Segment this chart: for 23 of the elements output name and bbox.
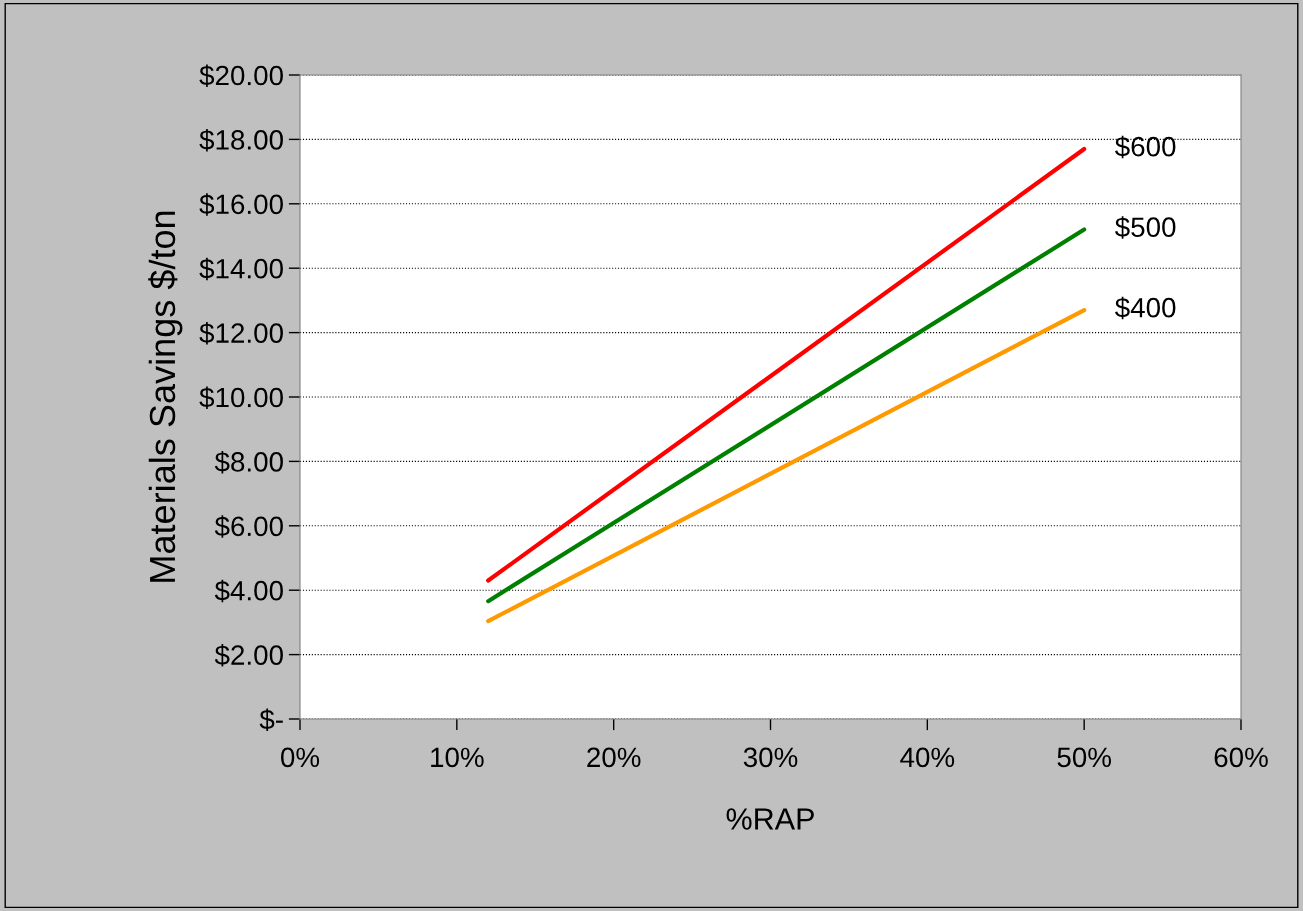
x-tick-label: 30% <box>743 747 798 768</box>
y-tick-label: $20.00 <box>199 64 283 87</box>
series-label: $600 <box>1115 135 1176 159</box>
series-label: $500 <box>1115 216 1176 239</box>
x-tick-label: 50% <box>1057 747 1111 768</box>
y-tick-label: $10.00 <box>199 386 283 409</box>
series-label: $400 <box>1115 296 1176 320</box>
x-tick-label: 40% <box>900 747 955 768</box>
x-tick-label: 0% <box>281 747 320 768</box>
x-tick-label: 60% <box>1214 747 1268 768</box>
x-tick-label: 20% <box>587 747 641 768</box>
y-tick-label: $- <box>259 708 283 731</box>
y-tick-label: $4.00 <box>214 579 283 603</box>
y-tick-label: $14.00 <box>199 257 283 281</box>
y-tick-label: $18.00 <box>199 128 283 152</box>
y-axis-title: Materials Savings $/ton <box>148 211 183 582</box>
x-tick-label: 10% <box>431 747 484 768</box>
y-tick-label: $2.00 <box>214 644 283 667</box>
y-tick-label: $8.00 <box>214 450 283 474</box>
y-tick-label: $16.00 <box>199 193 283 216</box>
y-tick-label: $6.00 <box>214 515 283 538</box>
y-tick-label: $12.00 <box>199 322 283 345</box>
x-axis-title: %RAP <box>726 808 814 830</box>
